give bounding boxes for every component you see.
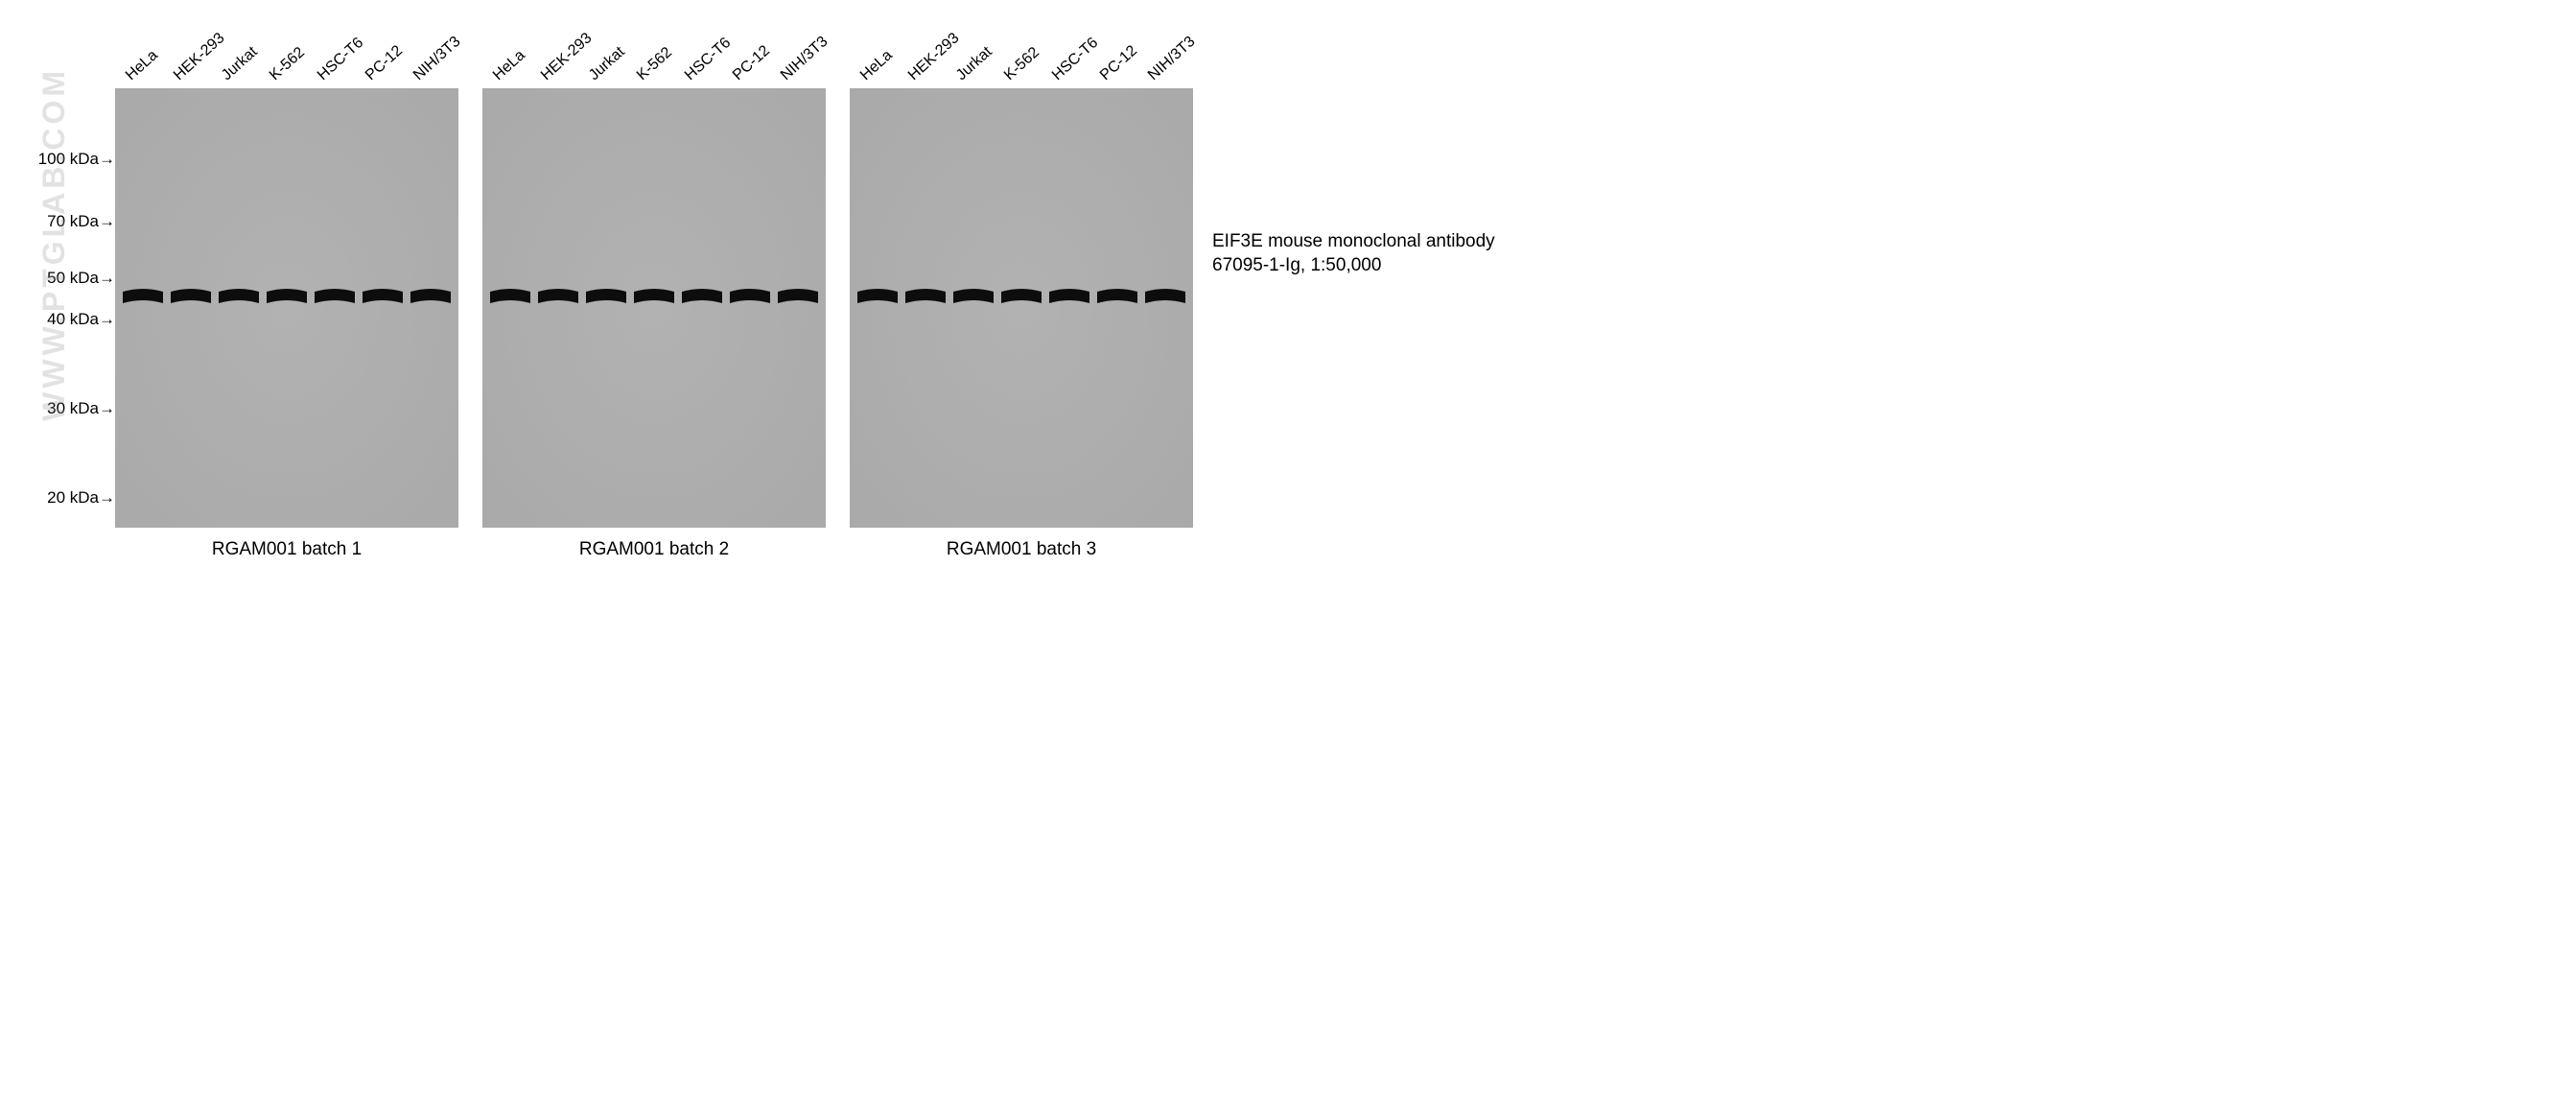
lane-label: HEK-293 [905,39,952,84]
western-blot-image [482,88,826,528]
antibody-annotation: EIF3E mouse monoclonal antibody 67095-1-… [1212,230,1495,277]
figure-container: WWW.PTGLAB.COM 100 kDa→ 70 kDa→ 50 kDa→ 40 … [19,19,2557,560]
lane-label: PC-12 [1097,39,1144,84]
lane-label: HSC-T6 [1049,39,1096,84]
lane-label: NIH/3T3 [410,39,457,84]
lane-label: Jurkat [219,39,266,84]
batch-label: RGAM001 batch 2 [579,539,729,560]
blot-panel: HeLaHEK-293JurkatK-562HSC-T6PC-12NIH/3T3… [850,19,1193,560]
lane-label: NIH/3T3 [1145,39,1192,84]
lane-label: NIH/3T3 [778,39,825,84]
lane-label: Jurkat [586,39,633,84]
lane-label: HeLa [123,39,170,84]
lane-label: HEK-293 [171,39,218,84]
watermark: WWW.PTGLAB.COM [36,67,72,421]
lane-label: Jurkat [953,39,1000,84]
lane-label: HSC-T6 [682,39,729,84]
lane-labels: HeLaHEK-293JurkatK-562HSC-T6PC-12NIH/3T3 [490,19,826,88]
mw-marker: 20 kDa→ [47,488,115,508]
batch-label: RGAM001 batch 3 [947,539,1096,560]
lane-label: K-562 [1001,39,1048,84]
annotation-line1: EIF3E mouse monoclonal antibody [1212,230,1495,254]
mw-marker: 30 kDa→ [47,399,115,418]
mw-marker: 70 kDa→ [47,212,115,231]
lane-labels: HeLaHEK-293JurkatK-562HSC-T6PC-12NIH/3T3 [857,19,1193,88]
lane-label: HEK-293 [538,39,585,84]
blots-area: HeLaHEK-293JurkatK-562HSC-T6PC-12NIH/3T3… [115,19,1193,560]
blot-panel: HeLaHEK-293JurkatK-562HSC-T6PC-12NIH/3T3… [482,19,826,560]
mw-marker: 40 kDa→ [47,310,115,329]
lane-label: HeLa [857,39,904,84]
batch-label: RGAM001 batch 1 [212,539,362,560]
lane-label: K-562 [634,39,681,84]
annotation-line2: 67095-1-Ig, 1:50,000 [1212,254,1495,278]
mw-marker: 100 kDa→ [38,150,115,169]
lane-label: HSC-T6 [315,39,362,84]
western-blot-image [115,88,458,528]
blot-panel: HeLaHEK-293JurkatK-562HSC-T6PC-12NIH/3T3… [115,19,458,560]
lane-label: PC-12 [730,39,777,84]
lane-label: K-562 [267,39,314,84]
lane-label: HeLa [490,39,537,84]
lane-label: PC-12 [363,39,410,84]
western-blot-image [850,88,1193,528]
mw-marker: 50 kDa→ [47,269,115,288]
lane-labels: HeLaHEK-293JurkatK-562HSC-T6PC-12NIH/3T3 [123,19,458,88]
